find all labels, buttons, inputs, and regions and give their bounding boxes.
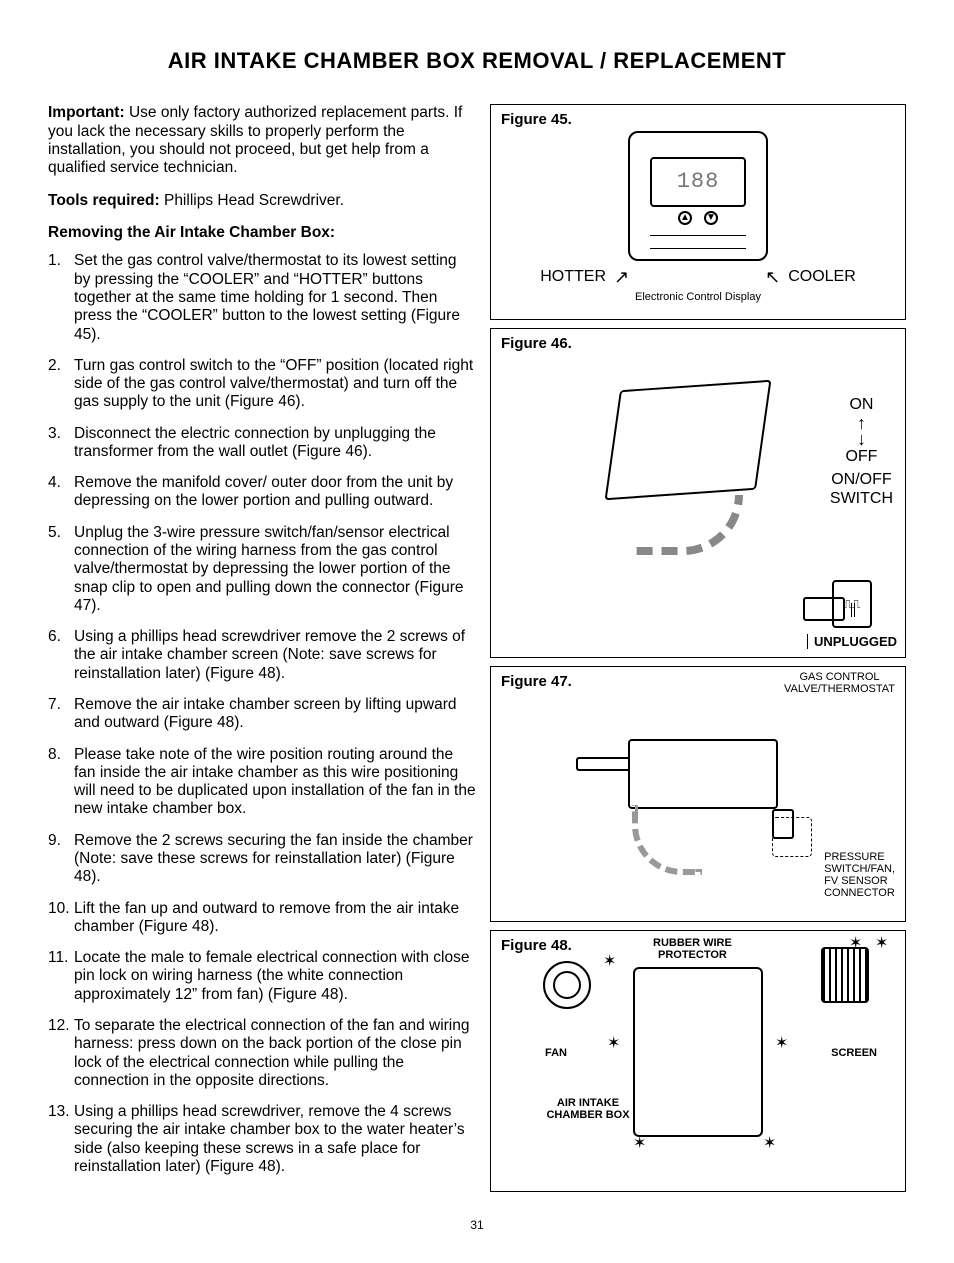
page-title: AIR INTAKE CHAMBER BOX REMOVAL / REPLACE… (48, 48, 906, 74)
screw-icon: ✶ (633, 1137, 647, 1151)
outlet-area: ⎍⎍ UNPLUGGED (807, 580, 897, 650)
step-11: Locate the male to female electrical con… (48, 949, 476, 1004)
tools-paragraph: Tools required: Phillips Head Screwdrive… (48, 192, 476, 210)
step-9: Remove the 2 screws securing the fan ins… (48, 832, 476, 887)
chamber-box-shape (633, 967, 763, 1137)
figure-47: Figure 47. GAS CONTROL VALVE/THERMOSTAT … (490, 666, 906, 922)
fan-label: FAN (545, 1047, 567, 1059)
figure-46: Figure 46. ON ↑ ↓ OFF ON/OFF SWITCH ⎍⎍ (490, 328, 906, 658)
step-1: Set the gas control valve/thermostat to … (48, 252, 476, 343)
main-layout: Important: Use only factory authorized r… (48, 104, 906, 1200)
screw-icon: ✶ (775, 1037, 789, 1051)
on-off-labels: ON ↑ ↓ OFF ON/OFF SWITCH (830, 395, 893, 508)
screw-icon: ✶ (875, 937, 889, 951)
unplugged-label: UNPLUGGED (807, 634, 897, 650)
display-screen: 188 (650, 157, 746, 207)
fan-shape (543, 961, 591, 1009)
page-number: 31 (48, 1218, 906, 1232)
pointer-right-icon: ↖ (765, 268, 780, 286)
down-arrow-icon: ↓ (830, 431, 893, 447)
up-arrow-icon: ▲ (678, 211, 692, 225)
step-13: Using a phillips head screwdriver, remov… (48, 1103, 476, 1176)
off-label: OFF (830, 447, 893, 466)
step-2: Turn gas control switch to the “OFF” pos… (48, 357, 476, 412)
screw-icon: ✶ (849, 937, 863, 951)
figure-45: Figure 45. 188 ▲ ▼ HOTTER ↗ ↖ COOLER (490, 104, 906, 320)
connector-label: PRESSURE SWITCH/FAN, FV SENSOR CONNECTOR (824, 851, 895, 899)
right-column: Figure 45. 188 ▲ ▼ HOTTER ↗ ↖ COOLER (490, 104, 906, 1200)
hose-shape (632, 805, 702, 875)
step-12: To separate the electrical connection of… (48, 1017, 476, 1090)
step-8: Please take note of the wire position ro… (48, 746, 476, 819)
left-column: Important: Use only factory authorized r… (48, 104, 476, 1189)
valve-box-shape (628, 739, 778, 809)
section-heading: Removing the Air Intake Chamber Box: (48, 224, 476, 243)
important-paragraph: Important: Use only factory authorized r… (48, 104, 476, 177)
tools-label: Tools required: (48, 192, 160, 209)
control-display: 188 ▲ ▼ (628, 131, 768, 261)
screw-icon: ✶ (763, 1137, 777, 1151)
figure-48: Figure 48. RUBBER WIRE PROTECTOR FAN AIR… (490, 930, 906, 1192)
switch-label: ON/OFF SWITCH (830, 470, 893, 508)
down-arrow-icon: ▼ (704, 211, 718, 225)
on-label: ON (830, 395, 893, 414)
exploded-view: RUBBER WIRE PROTECTOR FAN AIR INTAKE CHA… (503, 937, 893, 1157)
wall-outlet-shape: ⎍⎍ (832, 580, 872, 628)
chamber-label: AIR INTAKE CHAMBER BOX (543, 1097, 633, 1121)
screen-label: SCREEN (831, 1047, 877, 1059)
hotter-label: HOTTER (540, 267, 606, 286)
step-10: Lift the fan up and outward to remove fr… (48, 900, 476, 937)
steps-list: Set the gas control valve/thermostat to … (48, 252, 476, 1176)
valve-assembly (588, 709, 828, 879)
cooler-label: COOLER (788, 267, 856, 286)
rubber-wire-label: RUBBER WIRE PROTECTOR (653, 937, 732, 961)
step-3: Disconnect the electric connection by un… (48, 425, 476, 462)
pointer-left-icon: ↗ (614, 268, 629, 286)
gas-control-label: GAS CONTROL VALVE/THERMOSTAT (784, 671, 895, 695)
figure-45-caption: Electronic Control Display (635, 291, 761, 304)
hotter-cooler-row: HOTTER ↗ ↖ COOLER (499, 267, 897, 286)
tools-text: Phillips Head Screwdriver. (160, 192, 344, 209)
step-7: Remove the air intake chamber screen by … (48, 696, 476, 733)
dashed-callout (772, 817, 812, 857)
gas-valve-device: ON ↑ ↓ OFF ON/OFF SWITCH (583, 375, 813, 535)
step-6: Using a phillips head screwdriver remove… (48, 628, 476, 683)
valve-body-shape (605, 380, 772, 500)
screw-icon: ✶ (603, 955, 617, 969)
temp-buttons: ▲ ▼ (630, 211, 766, 225)
screen-shape (821, 947, 869, 1003)
important-label: Important: (48, 104, 125, 121)
figure-45-label: Figure 45. (501, 111, 572, 129)
corrugated-hose-shape (633, 495, 743, 555)
step-5: Unplug the 3-wire pressure switch/fan/se… (48, 524, 476, 615)
display-rail (650, 235, 746, 249)
step-4: Remove the manifold cover/ outer door fr… (48, 474, 476, 511)
screw-icon: ✶ (607, 1037, 621, 1051)
gas-pipe-shape (576, 757, 631, 771)
